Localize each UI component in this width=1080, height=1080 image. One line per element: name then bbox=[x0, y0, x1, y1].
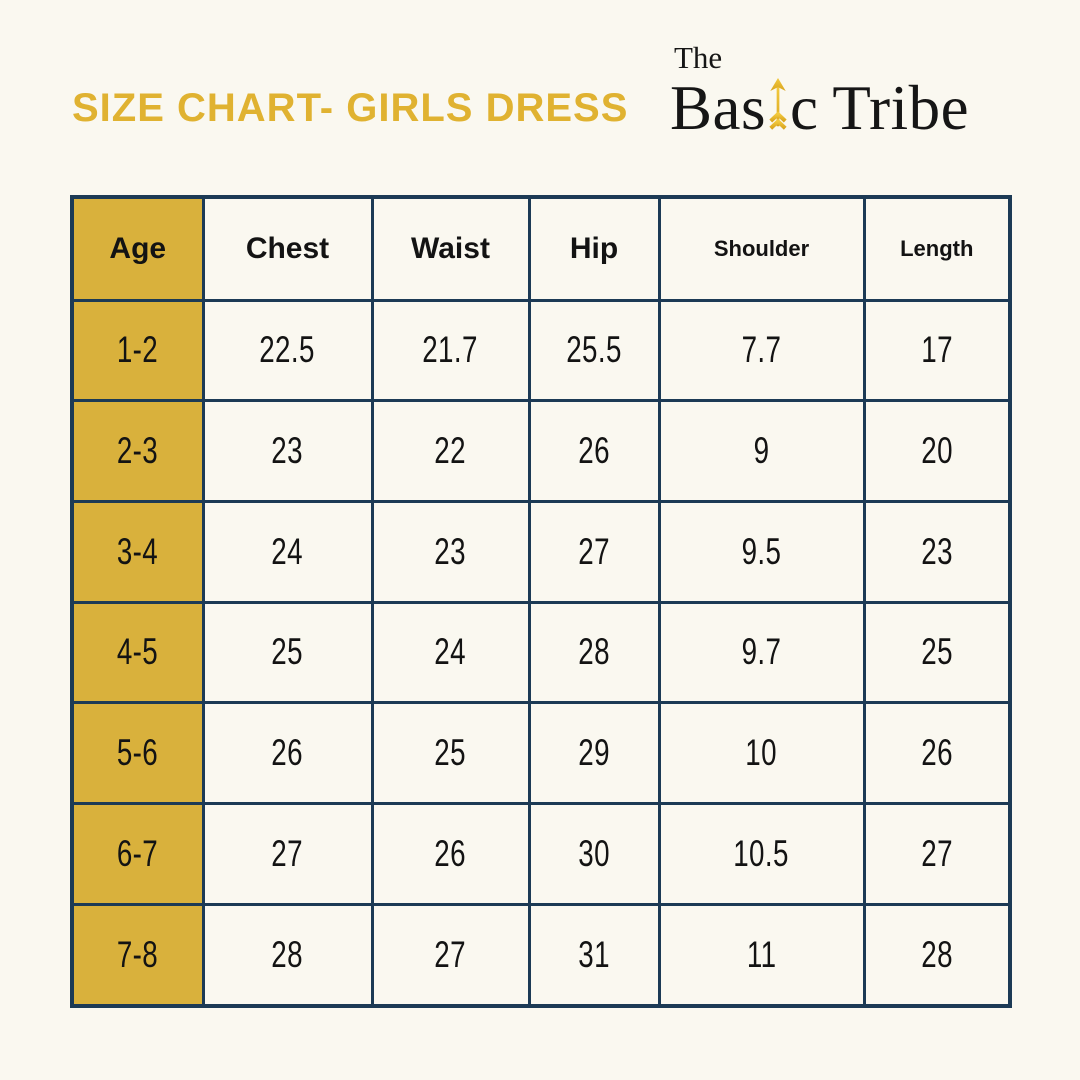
table-cell: 31 bbox=[527, 902, 661, 1008]
row-header-age: 1-2 bbox=[70, 298, 205, 403]
table-cell: 26 bbox=[201, 701, 374, 805]
size-chart-table: Age Chest Waist Hip Shoulder Length 1-2 … bbox=[70, 195, 1012, 1008]
table-cell: 9.5 bbox=[657, 499, 866, 604]
table-cell: 22 bbox=[370, 399, 531, 503]
table-cell: 7.7 bbox=[657, 298, 866, 403]
column-header-shoulder: Shoulder bbox=[657, 195, 866, 302]
column-header-hip: Hip bbox=[527, 195, 661, 302]
table-cell: 26 bbox=[370, 801, 531, 906]
logo-wordmark: Bas c Tribe bbox=[670, 77, 1010, 140]
row-header-age: 6-7 bbox=[70, 801, 205, 906]
column-header-length: Length bbox=[862, 195, 1012, 302]
table-cell: 30 bbox=[527, 801, 661, 906]
table-row: 4-5 25 24 28 9.7 25 bbox=[70, 600, 1012, 705]
row-header-age: 2-3 bbox=[70, 399, 205, 503]
column-header-waist: Waist bbox=[370, 195, 531, 302]
table-row: 3-4 24 23 27 9.5 23 bbox=[70, 499, 1012, 604]
table-cell: 23 bbox=[370, 499, 531, 604]
brand-logo: The Bas c Tribe bbox=[670, 42, 1010, 140]
table-row: 1-2 22.5 21.7 25.5 7.7 17 bbox=[70, 298, 1012, 403]
table-row: 7-8 28 27 31 11 28 bbox=[70, 902, 1012, 1008]
table-cell: 28 bbox=[201, 902, 374, 1008]
column-header-age: Age bbox=[70, 195, 205, 302]
table-cell: 28 bbox=[527, 600, 661, 705]
table-cell: 9 bbox=[657, 399, 866, 503]
table-cell: 24 bbox=[370, 600, 531, 705]
table-cell: 21.7 bbox=[370, 298, 531, 403]
table-cell: 27 bbox=[370, 902, 531, 1008]
arrow-up-icon bbox=[767, 78, 789, 134]
column-header-chest: Chest bbox=[201, 195, 374, 302]
table-cell: 27 bbox=[527, 499, 661, 604]
logo-text-bas: Bas bbox=[670, 73, 766, 143]
table-cell: 29 bbox=[527, 701, 661, 805]
table-cell: 28 bbox=[862, 902, 1012, 1008]
table-cell: 24 bbox=[201, 499, 374, 604]
table-cell: 26 bbox=[527, 399, 661, 503]
row-header-age: 3-4 bbox=[70, 499, 205, 604]
row-header-age: 5-6 bbox=[70, 701, 205, 805]
table-row: 2-3 23 22 26 9 20 bbox=[70, 399, 1012, 503]
row-header-age: 4-5 bbox=[70, 600, 205, 705]
logo-text-tribe: Tribe bbox=[832, 73, 970, 143]
table-row: 6-7 27 26 30 10.5 27 bbox=[70, 801, 1012, 906]
table-cell: 25 bbox=[862, 600, 1012, 705]
table-cell: 10 bbox=[657, 701, 866, 805]
table-cell: 26 bbox=[862, 701, 1012, 805]
table-cell: 20 bbox=[862, 399, 1012, 503]
table-cell: 10.5 bbox=[657, 801, 866, 906]
table-cell: 17 bbox=[862, 298, 1012, 403]
table-cell: 25 bbox=[201, 600, 374, 705]
page-title: SIZE CHART- GIRLS DRESS bbox=[72, 86, 629, 130]
table-cell: 27 bbox=[201, 801, 374, 906]
row-header-age: 7-8 bbox=[70, 902, 205, 1008]
table-cell: 23 bbox=[862, 499, 1012, 604]
table-cell: 22.5 bbox=[201, 298, 374, 403]
logo-text-c: c bbox=[790, 73, 819, 143]
table-row: 5-6 26 25 29 10 26 bbox=[70, 701, 1012, 805]
table-cell: 25 bbox=[370, 701, 531, 805]
table-cell: 9.7 bbox=[657, 600, 866, 705]
header-row: Age Chest Waist Hip Shoulder Length bbox=[70, 195, 1012, 302]
table-cell: 23 bbox=[201, 399, 374, 503]
table-cell: 25.5 bbox=[527, 298, 661, 403]
table-cell: 11 bbox=[657, 902, 866, 1008]
logo-the: The bbox=[674, 40, 723, 75]
table-cell: 27 bbox=[862, 801, 1012, 906]
